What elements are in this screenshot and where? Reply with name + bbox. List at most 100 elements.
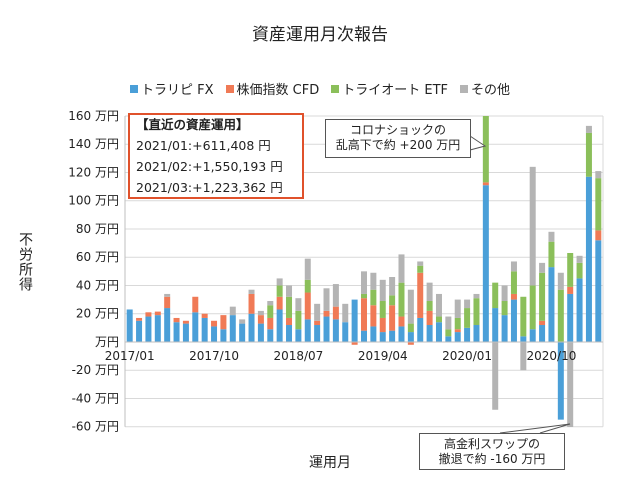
- callout-text: 高金利スワップの: [443, 437, 540, 451]
- bar-segment: [501, 315, 508, 342]
- bar-segment: [389, 295, 396, 306]
- bar-segment: [267, 305, 274, 318]
- bar-segment: [482, 182, 489, 186]
- bar-segment: [173, 322, 180, 342]
- bar-segment: [370, 305, 377, 327]
- bar-segment: [529, 285, 536, 330]
- bar-segment: [323, 310, 330, 317]
- y-tick-label: 100 万円: [68, 194, 119, 208]
- bar-segment: [304, 319, 311, 342]
- bar-segment: [539, 320, 546, 326]
- bar-segment: [248, 313, 255, 342]
- x-tick-label: 2017/10: [189, 349, 239, 363]
- bar-segment: [407, 341, 414, 345]
- bar-segment: [332, 319, 339, 342]
- x-tick-label: 2020/10: [527, 349, 577, 363]
- bar-segment: [389, 276, 396, 296]
- callout-text: コロナショックの: [349, 123, 446, 137]
- bar-segment: [464, 299, 471, 309]
- bar-segment: [539, 272, 546, 321]
- y-tick-label: -40 万円: [72, 391, 119, 405]
- legend-label: トラリピ FX: [140, 83, 214, 98]
- bar-segment: [370, 272, 377, 290]
- bar-segment: [276, 309, 283, 342]
- bar-segment: [398, 254, 405, 283]
- x-tick-label: 2019/04: [358, 349, 408, 363]
- bar-segment: [295, 329, 302, 342]
- bar-segment: [304, 258, 311, 280]
- bar-segment: [361, 298, 367, 331]
- bar-segment: [276, 285, 283, 297]
- bar-segment: [548, 267, 555, 342]
- bar-segment: [576, 255, 583, 263]
- bar-segment: [426, 282, 433, 302]
- x-tick-label: 2020/01: [442, 349, 492, 363]
- bar-segment: [529, 329, 536, 342]
- legend-item-etf: トライオート ETF: [331, 79, 448, 98]
- bar-segment: [482, 116, 489, 183]
- bar-segment: [342, 303, 349, 323]
- y-tick-label: -60 万円: [72, 420, 119, 434]
- legend-swatch: [459, 84, 468, 93]
- bar-segment: [576, 262, 583, 279]
- bar-segment: [351, 299, 358, 342]
- bar-segment: [314, 320, 321, 326]
- bar-segment: [182, 323, 189, 342]
- bar-segment: [286, 325, 293, 342]
- bar-segment: [267, 317, 274, 330]
- bar-segment: [585, 132, 592, 177]
- bar-segment: [595, 171, 602, 179]
- bar-segment: [145, 312, 152, 317]
- bar-segment: [435, 322, 442, 342]
- y-tick-label: 80 万円: [76, 222, 119, 236]
- legend-swatch: [331, 84, 340, 93]
- bar-segment: [454, 329, 461, 333]
- info-heading: 【直近の資産運用】: [136, 117, 249, 132]
- x-tick-label: 2017/01: [105, 349, 155, 363]
- bar-segment: [454, 317, 461, 330]
- bar-segment: [557, 341, 564, 420]
- bar-segment: [567, 286, 574, 294]
- bar-segment: [248, 293, 255, 314]
- bar-segment: [304, 279, 311, 293]
- bar-segment: [464, 308, 471, 328]
- bar-segment: [567, 252, 574, 287]
- bar-segment: [520, 296, 527, 337]
- bar-segment: [314, 303, 321, 321]
- bar-segment: [257, 323, 264, 342]
- bar-segment: [417, 261, 424, 266]
- bar-segment: [379, 332, 386, 342]
- bar-segment: [407, 289, 414, 324]
- bar-segment: [332, 284, 339, 307]
- info-line: 2021/01:+611,408 円: [136, 138, 271, 153]
- bar-segment: [267, 329, 274, 342]
- y-tick-label: 40 万円: [76, 278, 119, 292]
- bar-segment: [239, 323, 246, 342]
- bar-segment: [473, 325, 480, 342]
- bar-segment: [473, 298, 480, 326]
- x-axis-label: 運用月: [309, 455, 351, 471]
- bar-segment: [342, 322, 349, 342]
- legend-label: 株価指数 CFD: [236, 83, 320, 98]
- y-tick-label: 140 万円: [68, 137, 119, 151]
- bar-segment: [398, 282, 405, 317]
- bar-segment: [567, 341, 574, 427]
- legend-item-fx: トラリピ FX: [129, 79, 214, 98]
- callout-text: 撤退で約 -160 万円: [438, 452, 546, 466]
- bar-segment: [585, 125, 592, 133]
- bar-segment: [510, 299, 517, 342]
- bar-segment: [361, 271, 367, 294]
- bar-segment: [351, 341, 358, 345]
- bar-segment: [136, 317, 143, 321]
- legend-swatch: [129, 84, 138, 93]
- bar-segment: [557, 272, 564, 290]
- bar-segment: [164, 293, 171, 297]
- bar-segment: [332, 306, 339, 320]
- bar-segment: [585, 176, 592, 342]
- bar-segment: [435, 316, 442, 323]
- bar-segment: [510, 261, 517, 272]
- bar-segment: [595, 178, 602, 231]
- corona-callout: コロナショックの 乱高下で約 +200 万円: [325, 119, 471, 158]
- bar-segment: [154, 311, 161, 316]
- y-tick-label: 120 万円: [68, 165, 119, 179]
